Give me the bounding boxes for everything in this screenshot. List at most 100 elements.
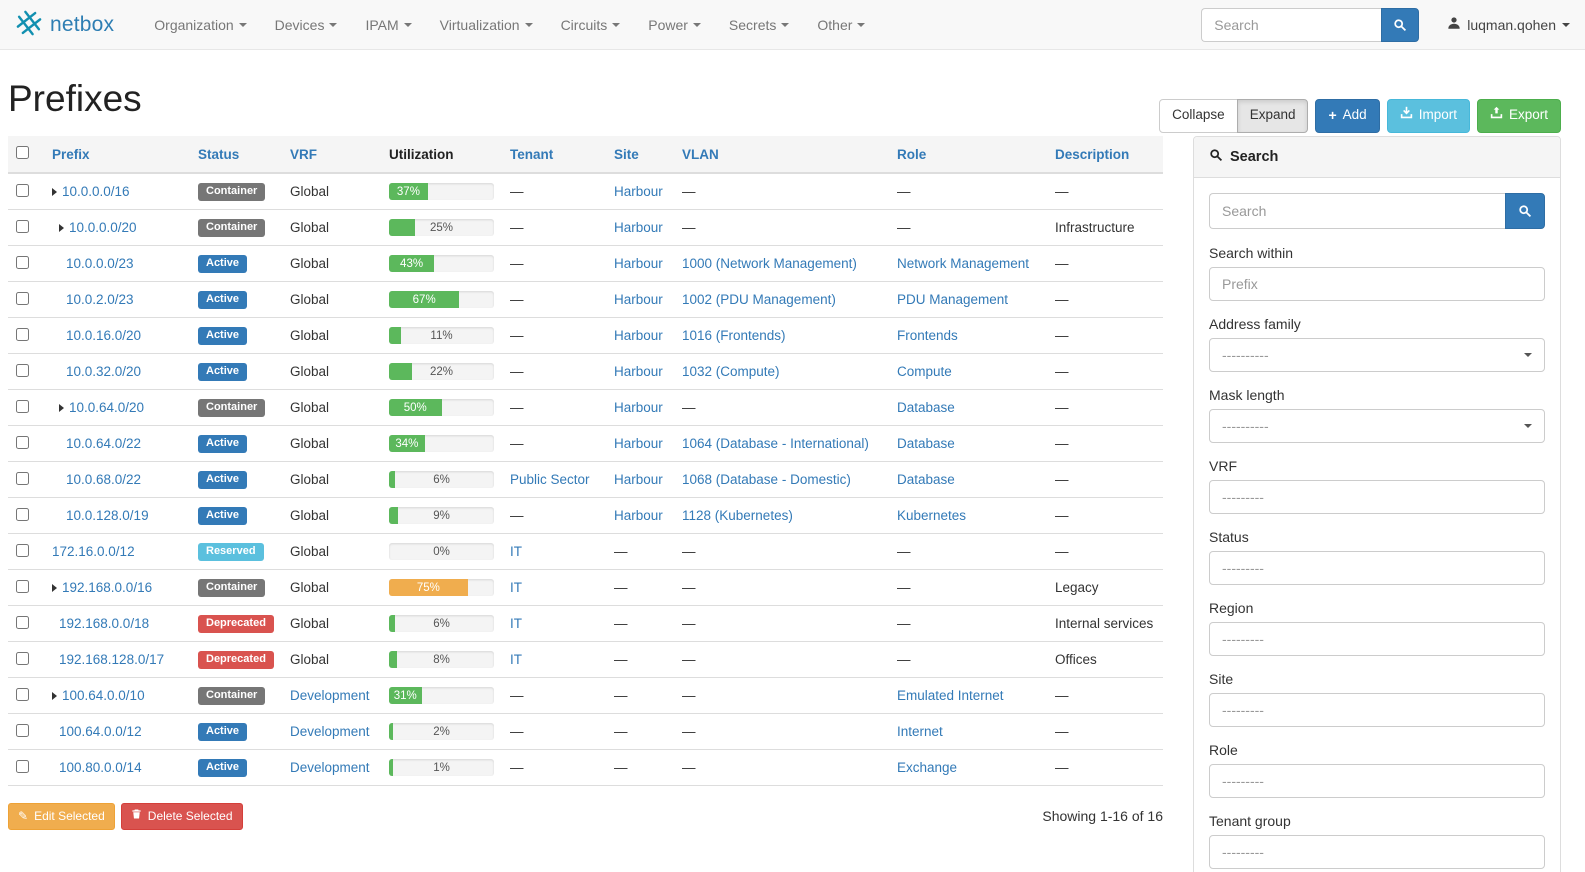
global-search-input[interactable] [1201,7,1382,42]
role-link[interactable]: Database [897,436,955,451]
filter-select-mask-length[interactable]: ---------- [1209,409,1545,443]
role-link[interactable]: Frontends [897,328,958,343]
site-link[interactable]: Harbour [614,328,663,343]
expand-button[interactable]: Expand [1236,99,1309,133]
vrf-link[interactable]: Development [290,724,370,739]
vrf-link[interactable]: Development [290,688,370,703]
export-button[interactable]: Export [1476,99,1561,133]
row-checkbox[interactable] [16,183,29,197]
filter-input-tenant-group[interactable] [1209,835,1545,869]
column-header-role[interactable]: Role [889,136,1047,174]
prefix-link[interactable]: 10.0.68.0/22 [66,472,142,487]
site-link[interactable]: Harbour [614,220,663,235]
column-header-tenant[interactable]: Tenant [502,136,606,174]
expand-caret-icon[interactable] [52,188,57,196]
vlan-link[interactable]: 1000 (Network Management) [682,256,857,271]
site-link[interactable]: Harbour [614,472,663,487]
filter-input-search-within[interactable] [1209,267,1545,301]
global-search-button[interactable] [1381,7,1420,42]
site-link[interactable]: Harbour [614,508,663,523]
site-link[interactable]: Harbour [614,436,663,451]
vlan-link[interactable]: 1068 (Database - Domestic) [682,472,851,487]
row-checkbox[interactable] [16,723,29,737]
row-checkbox[interactable] [16,399,29,413]
row-checkbox[interactable] [16,507,29,521]
tenant-link[interactable]: IT [510,652,522,667]
row-checkbox[interactable] [16,759,29,773]
nav-menu-other[interactable]: Other [803,2,879,48]
nav-menu-power[interactable]: Power [634,2,715,48]
netbox-logo[interactable]: netbox [15,9,114,40]
site-link[interactable]: Harbour [614,400,663,415]
nav-menu-circuits[interactable]: Circuits [547,2,635,48]
role-link[interactable]: Internet [897,724,943,739]
prefix-link[interactable]: 10.0.128.0/19 [66,508,149,523]
tenant-link[interactable]: IT [510,580,522,595]
prefix-link[interactable]: 10.0.64.0/20 [69,400,145,415]
prefix-link[interactable]: 100.64.0.0/12 [59,724,142,739]
column-header-status[interactable]: Status [190,136,282,174]
vlan-link[interactable]: 1128 (Kubernetes) [682,508,793,523]
nav-menu-devices[interactable]: Devices [261,2,352,48]
expand-caret-icon[interactable] [59,224,64,232]
role-link[interactable]: Emulated Internet [897,688,1004,703]
role-link[interactable]: Exchange [897,760,958,775]
prefix-link[interactable]: 172.16.0.0/12 [52,544,135,559]
vlan-link[interactable]: 1002 (PDU Management) [682,292,836,307]
user-menu[interactable]: luqman.qohen [1447,16,1570,33]
row-checkbox[interactable] [16,471,29,485]
row-checkbox[interactable] [16,363,29,377]
role-link[interactable]: Database [897,472,955,487]
row-checkbox[interactable] [16,255,29,269]
column-header-description[interactable]: Description [1047,136,1163,174]
prefix-link[interactable]: 10.0.32.0/20 [66,364,142,379]
tenant-link[interactable]: IT [510,616,522,631]
delete-selected-button[interactable]: Delete Selected [120,803,243,830]
row-checkbox[interactable] [16,651,29,665]
prefix-link[interactable]: 10.0.16.0/20 [66,328,142,343]
select-all-checkbox[interactable] [16,146,29,159]
expand-caret-icon[interactable] [52,584,57,592]
row-checkbox[interactable] [16,543,29,557]
prefix-link[interactable]: 192.168.0.0/18 [59,616,150,631]
column-header-site[interactable]: Site [606,136,674,174]
sidebar-search-input[interactable] [1209,193,1505,229]
nav-menu-organization[interactable]: Organization [140,2,260,48]
role-link[interactable]: Network Management [897,256,1030,271]
prefix-link[interactable]: 10.0.0.0/20 [69,220,137,235]
filter-input-status[interactable] [1209,551,1545,585]
vlan-link[interactable]: 1064 (Database - International) [682,436,869,451]
row-checkbox[interactable] [16,327,29,341]
tenant-link[interactable]: Public Sector [510,472,590,487]
site-link[interactable]: Harbour [614,184,663,199]
prefix-link[interactable]: 10.0.0.0/16 [62,184,130,199]
prefix-link[interactable]: 192.168.128.0/17 [59,652,165,667]
site-link[interactable]: Harbour [614,364,663,379]
column-header-vrf[interactable]: VRF [282,136,381,174]
filter-input-region[interactable] [1209,622,1545,656]
row-checkbox[interactable] [16,435,29,449]
filter-input-site[interactable] [1209,693,1545,727]
prefix-link[interactable]: 192.168.0.0/16 [62,580,153,595]
row-checkbox[interactable] [16,615,29,629]
role-link[interactable]: Compute [897,364,952,379]
prefix-link[interactable]: 100.80.0.0/14 [59,760,142,775]
role-link[interactable]: Database [897,400,955,415]
vlan-link[interactable]: 1016 (Frontends) [682,328,786,343]
role-link[interactable]: PDU Management [897,292,1009,307]
prefix-link[interactable]: 10.0.64.0/22 [66,436,142,451]
nav-menu-virtualization[interactable]: Virtualization [426,2,547,48]
site-link[interactable]: Harbour [614,292,663,307]
filter-input-vrf[interactable] [1209,480,1545,514]
expand-caret-icon[interactable] [59,404,64,412]
column-header-prefix[interactable]: Prefix [44,136,190,174]
vrf-link[interactable]: Development [290,760,370,775]
prefix-link[interactable]: 100.64.0.0/10 [62,688,145,703]
site-link[interactable]: Harbour [614,256,663,271]
sidebar-search-button[interactable] [1505,193,1545,229]
edit-selected-button[interactable]: ✎ Edit Selected [8,803,115,830]
add-button[interactable]: + Add [1315,99,1380,133]
collapse-button[interactable]: Collapse [1159,99,1238,133]
row-checkbox[interactable] [16,579,29,593]
import-button[interactable]: Import [1386,99,1470,133]
